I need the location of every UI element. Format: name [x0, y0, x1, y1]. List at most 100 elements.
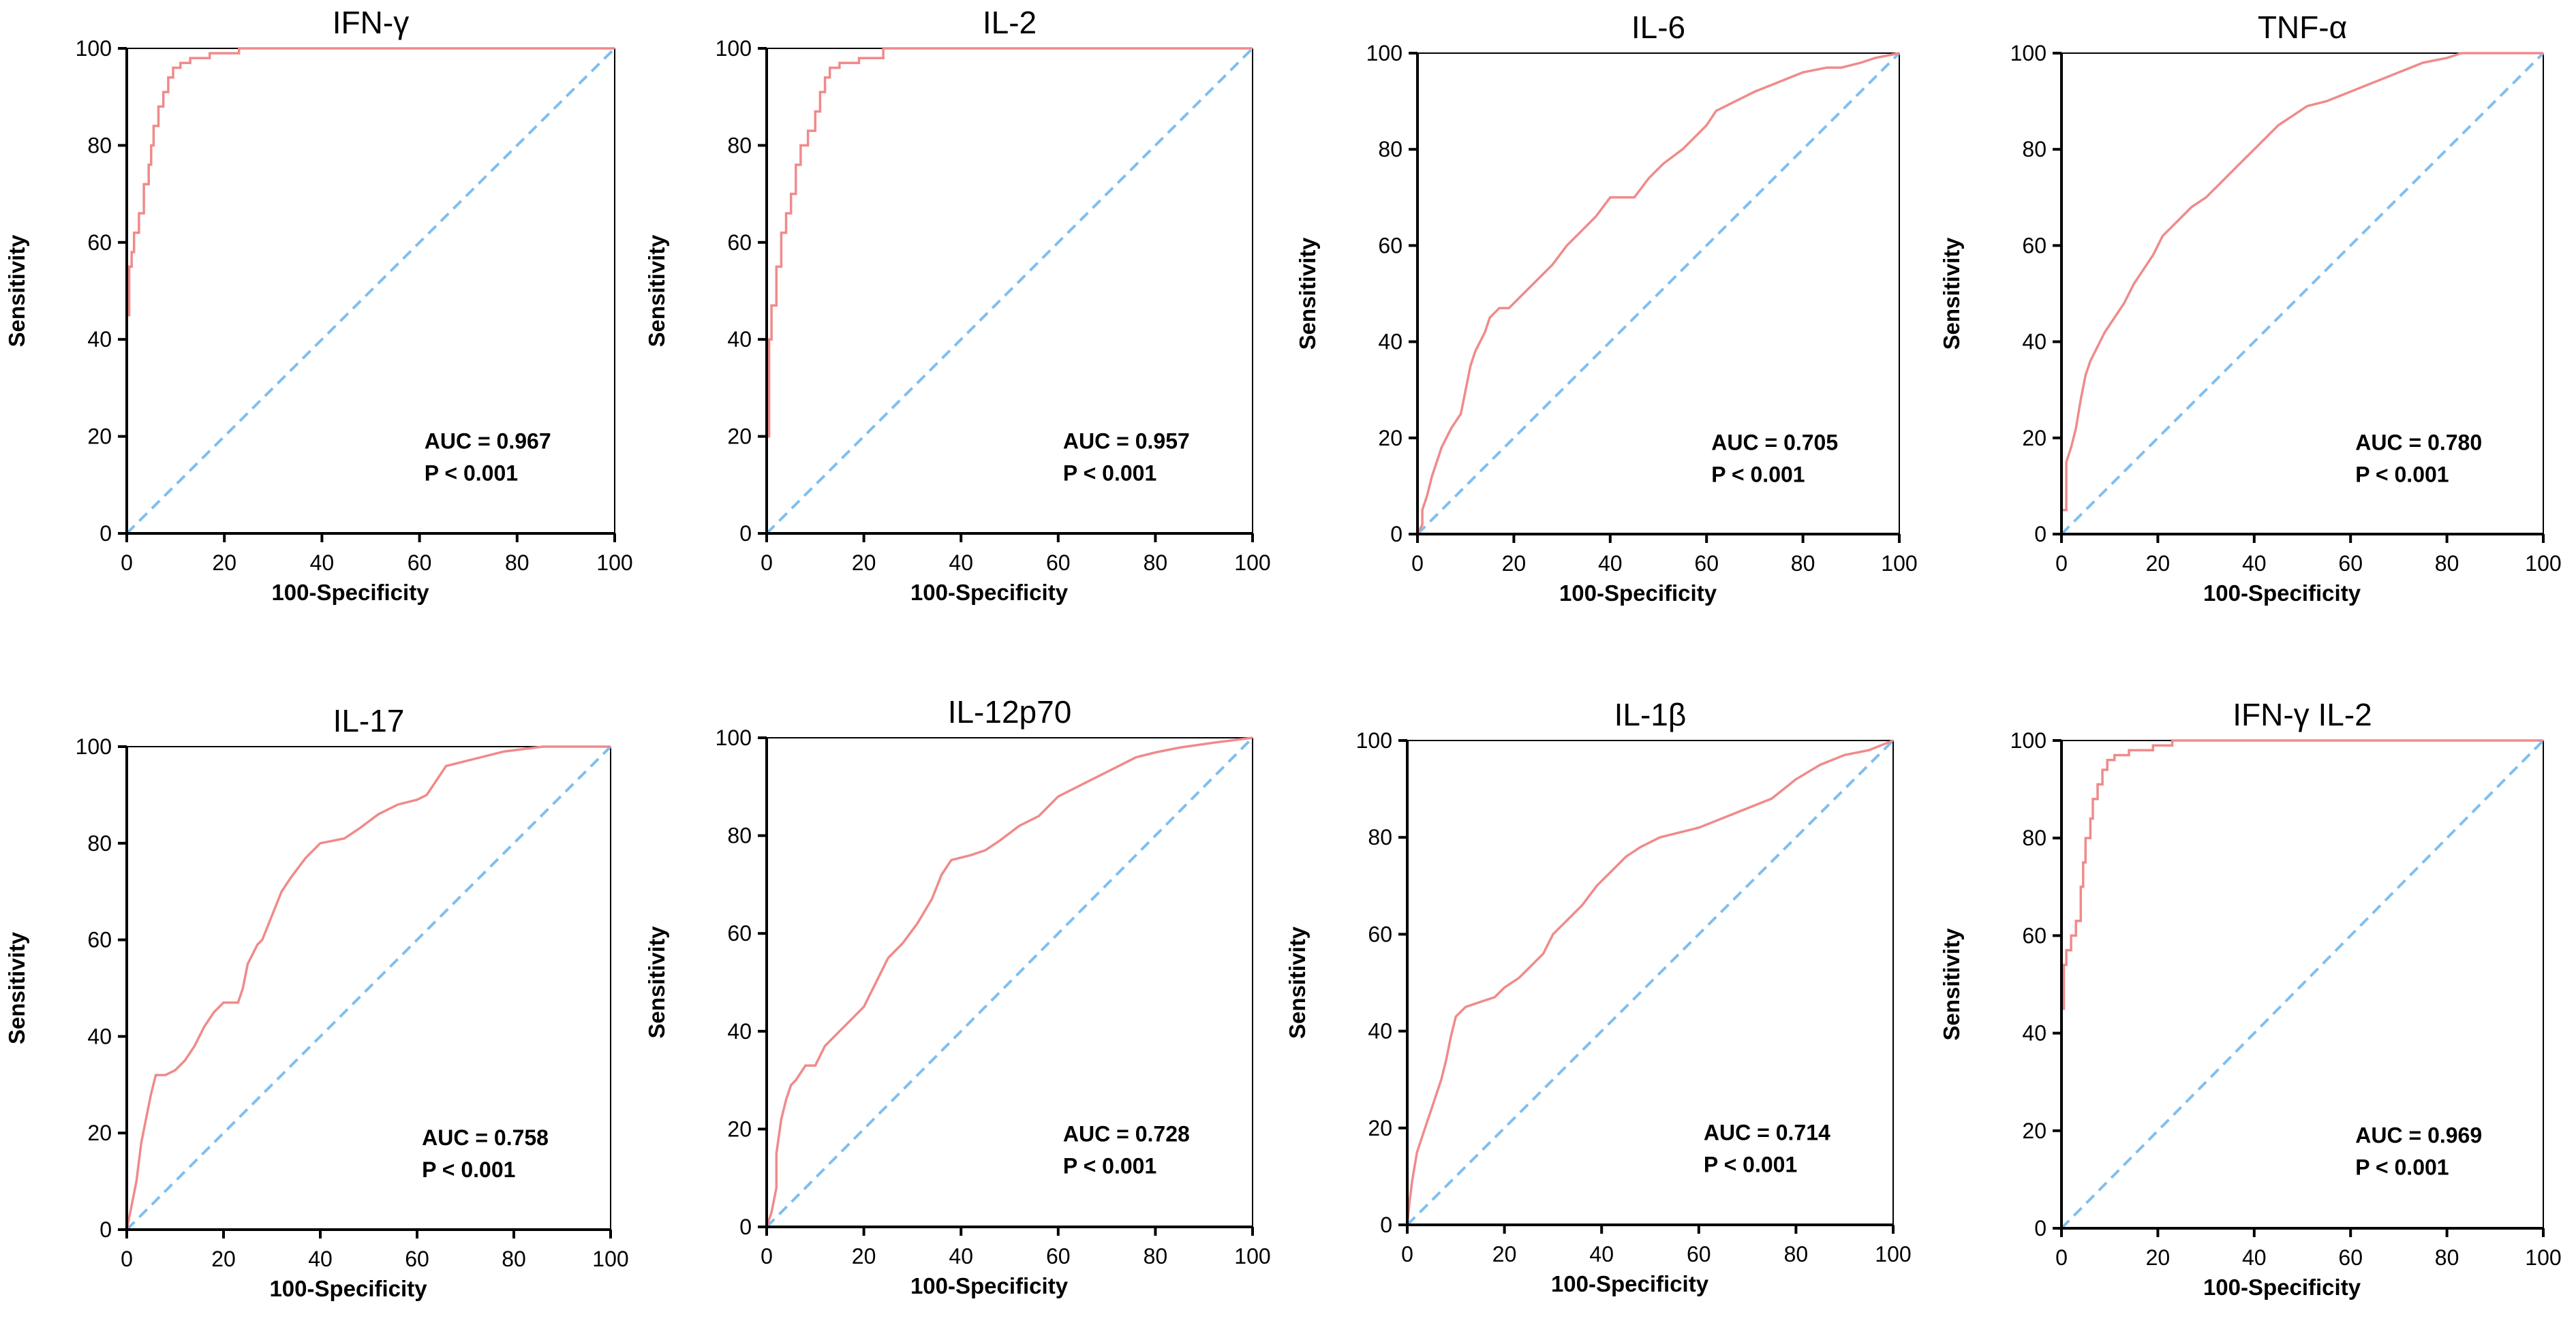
- y-tick-label: 0: [1380, 1213, 1392, 1237]
- y-tick-label: 0: [739, 1215, 752, 1239]
- p-value-annotation: P < 0.001: [2355, 462, 2449, 486]
- y-tick-label: 60: [2022, 923, 2046, 948]
- chart-title: IFN-γ: [333, 5, 409, 40]
- reference-diagonal-line: [1406, 739, 1895, 1226]
- roc-panel: 0 20 40 60 80 100 0 20 40 60 80 100 IL-12p70 100-Spec…: [644, 662, 1288, 1324]
- x-tick-label: 20: [211, 1247, 236, 1271]
- x-tick-label: 20: [852, 1244, 876, 1268]
- auc-annotation: AUC = 0.967: [425, 428, 551, 453]
- y-tick-label: 80: [2022, 826, 2046, 850]
- x-tick-label: 20: [852, 550, 876, 575]
- y-tick-label: 100: [716, 36, 752, 61]
- x-tick-label: 20: [212, 550, 236, 575]
- y-tick-label: 60: [1378, 233, 1402, 258]
- x-tick-label: 80: [1144, 550, 1168, 575]
- y-tick-label: 0: [99, 521, 112, 546]
- y-tick-label: 40: [2022, 1021, 2046, 1046]
- p-value-annotation: P < 0.001: [422, 1157, 515, 1182]
- y-tick-label: 100: [716, 726, 752, 750]
- y-axis-label: Sensitivity: [4, 234, 29, 347]
- reference-diagonal-line: [1416, 52, 1901, 535]
- auc-annotation: AUC = 0.780: [2355, 430, 2482, 454]
- roc-chart-svg: 0 20 40 60 80 100 0 20 40 60 80 100 IL-17 100-Specifi…: [4, 703, 629, 1301]
- x-tick-label: 80: [2435, 551, 2459, 576]
- chart-title: TNF-α: [2258, 10, 2347, 45]
- roc-chart-svg: 0 20 40 60 80 100 0 20 40 60 80 100 IL-1β 100-Specifi…: [1285, 697, 1912, 1296]
- y-tick-label: 100: [76, 36, 112, 61]
- x-tick-label: 0: [761, 550, 773, 575]
- auc-annotation: AUC = 0.957: [1063, 428, 1190, 453]
- roc-curve-line: [765, 736, 1253, 1228]
- roc-curve-line: [1406, 739, 1894, 1226]
- roc-chart-svg: 0 20 40 60 80 100 0 20 40 60 80 100 TNF-α 100-Specifi…: [1939, 10, 2562, 606]
- roc-panel: 0 20 40 60 80 100 0 20 40 60 80 100 IFN-γ IL-2 100-Sp…: [1932, 662, 2576, 1324]
- y-axis-label: Sensitivity: [1939, 237, 1964, 350]
- x-tick-label: 0: [1401, 1242, 1413, 1266]
- chart-title: IL-6: [1631, 10, 1685, 45]
- x-tick-label: 80: [505, 550, 530, 575]
- y-tick-label: 20: [727, 424, 752, 449]
- p-value-annotation: P < 0.001: [1704, 1153, 1797, 1177]
- chart-title: IL-12p70: [948, 694, 1072, 730]
- p-value-annotation: P < 0.001: [425, 461, 518, 485]
- roc-panel: 0 20 40 60 80 100 0 20 40 60 80 100 TNF-α 100-Specifi…: [1932, 0, 2576, 662]
- y-tick-label: 40: [87, 1024, 112, 1048]
- y-tick-label: 100: [1366, 41, 1402, 65]
- y-tick-label: 60: [727, 921, 752, 946]
- x-tick-label: 20: [1502, 551, 1527, 576]
- x-tick-label: 60: [2338, 551, 2363, 576]
- x-tick-label: 100: [592, 1247, 628, 1271]
- x-tick-label: 0: [2055, 1245, 2068, 1270]
- reference-diagonal-line: [765, 47, 1254, 535]
- x-tick-label: 20: [2146, 1245, 2171, 1270]
- y-tick-label: 100: [1356, 728, 1392, 753]
- y-axis-label: Sensitivity: [1285, 926, 1310, 1039]
- reference-diagonal-line: [2060, 52, 2545, 535]
- x-axis-label: 100-Specificity: [910, 1273, 1069, 1298]
- roc-panel: 0 20 40 60 80 100 0 20 40 60 80 100 IFN-γ 100-Specifi…: [0, 0, 644, 662]
- auc-annotation: AUC = 0.728: [1063, 1121, 1190, 1146]
- p-value-annotation: P < 0.001: [2355, 1155, 2449, 1180]
- roc-chart-svg: 0 20 40 60 80 100 0 20 40 60 80 100 IL-2 100-Specific…: [644, 5, 1271, 605]
- p-value-annotation: P < 0.001: [1711, 462, 1805, 486]
- y-tick-label: 100: [2010, 41, 2046, 65]
- y-tick-label: 20: [1378, 426, 1402, 450]
- x-tick-label: 80: [2435, 1245, 2459, 1270]
- y-tick-label: 40: [727, 327, 752, 352]
- x-tick-label: 0: [1411, 551, 1424, 576]
- y-tick-label: 20: [2022, 426, 2046, 450]
- y-axis-label: Sensitivity: [1939, 928, 1964, 1041]
- x-tick-label: 60: [2338, 1245, 2363, 1270]
- y-tick-label: 60: [87, 928, 112, 952]
- roc-chart-svg: 0 20 40 60 80 100 0 20 40 60 80 100 IFN-γ 100-Specifi…: [4, 5, 633, 605]
- y-tick-label: 80: [87, 133, 112, 157]
- roc-panel: 0 20 40 60 80 100 0 20 40 60 80 100 IL-1β 100-Specifi…: [1285, 662, 1932, 1324]
- x-axis-label: 100-Specificity: [1559, 580, 1717, 606]
- x-tick-label: 0: [2055, 551, 2068, 576]
- roc-curve-line: [2060, 739, 2543, 1228]
- auc-annotation: AUC = 0.969: [2355, 1123, 2482, 1148]
- y-axis-label: Sensitivity: [644, 234, 669, 347]
- x-tick-label: 40: [1598, 551, 1623, 576]
- x-axis-label: 100-Specificity: [910, 580, 1069, 605]
- x-tick-label: 40: [2242, 1245, 2267, 1270]
- x-tick-label: 60: [1687, 1242, 1711, 1266]
- roc-panel: 0 20 40 60 80 100 0 20 40 60 80 100 IL-6 100-Specific…: [1288, 0, 1932, 662]
- y-tick-label: 0: [99, 1217, 112, 1242]
- y-tick-label: 80: [2022, 137, 2046, 161]
- y-tick-label: 0: [2034, 1216, 2046, 1241]
- x-tick-label: 40: [949, 1244, 973, 1268]
- y-tick-label: 100: [76, 734, 112, 759]
- x-tick-label: 100: [2525, 1245, 2561, 1270]
- y-tick-label: 20: [727, 1117, 752, 1141]
- reference-diagonal-line: [125, 745, 612, 1231]
- y-tick-label: 60: [2022, 233, 2046, 258]
- x-tick-label: 80: [1791, 551, 1815, 576]
- x-tick-label: 60: [1694, 551, 1719, 576]
- y-tick-label: 40: [727, 1019, 752, 1044]
- x-tick-label: 20: [1492, 1242, 1517, 1266]
- y-tick-label: 60: [1368, 922, 1392, 946]
- roc-curve-line: [2060, 52, 2543, 534]
- auc-annotation: AUC = 0.714: [1704, 1121, 1830, 1145]
- chart-title: IL-2: [983, 5, 1037, 40]
